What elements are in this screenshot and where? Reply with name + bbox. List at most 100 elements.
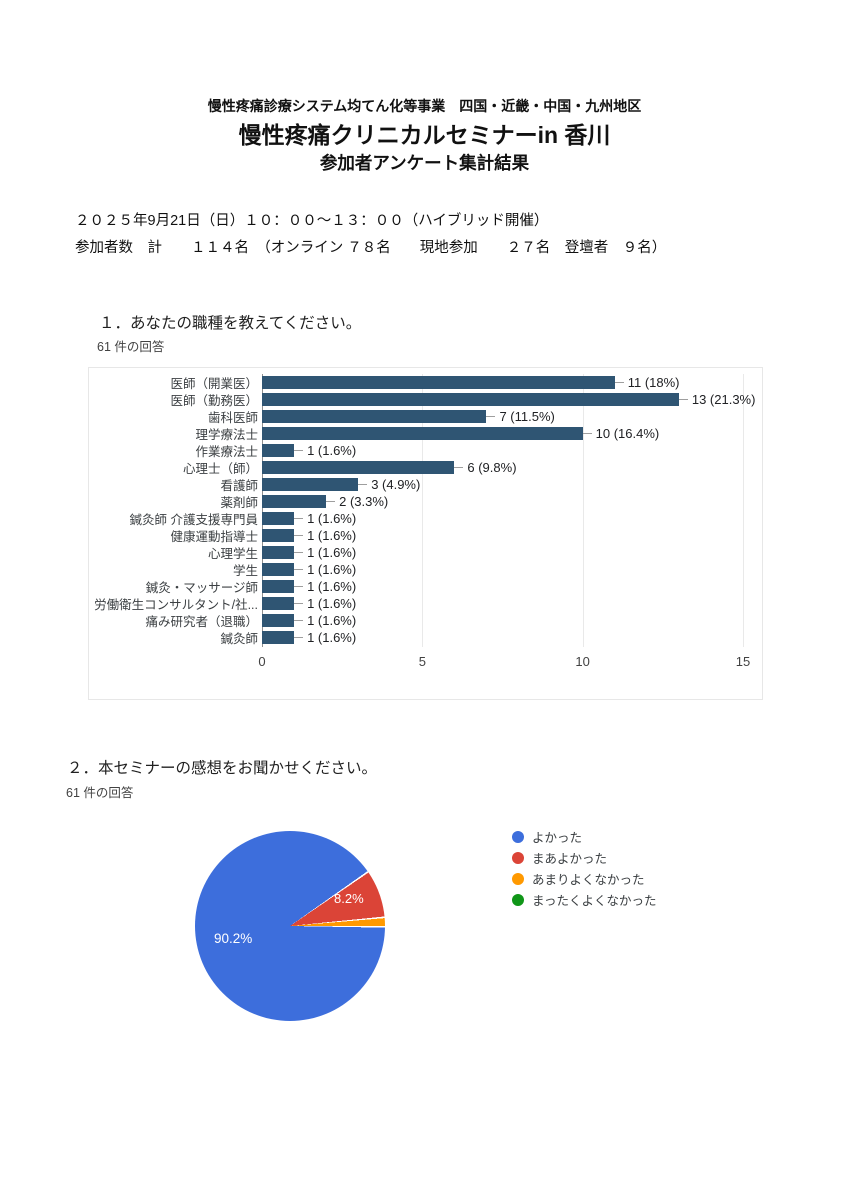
bar-row: 健康運動指導士 1 (1.6%) bbox=[89, 527, 762, 544]
bar-category-label: 鍼灸師 bbox=[220, 632, 258, 646]
bar-value-connector bbox=[486, 416, 496, 417]
bar-value-label: 1 (1.6%) bbox=[307, 443, 357, 458]
legend-item: まあよかった bbox=[512, 847, 657, 868]
bar-category-label: 医師（開業医） bbox=[170, 377, 258, 391]
bar-value-connector bbox=[294, 518, 304, 519]
bar bbox=[262, 444, 295, 457]
header-subtitle: 慢性疼痛診療システム均てん化等事業 四国・近畿・中国・九州地区 bbox=[207, 98, 642, 114]
bar-value-connector bbox=[358, 484, 368, 485]
bar-value-connector bbox=[294, 620, 304, 621]
legend-swatch-icon bbox=[512, 830, 524, 843]
bar-row: 鍼灸・マッサージ師 1 (1.6%) bbox=[89, 578, 762, 595]
x-axis-tick-label: 10 bbox=[575, 654, 590, 669]
bar-row: 医師（勤務医） 13 (21.3%) bbox=[89, 391, 762, 408]
legend-item: あまりよくなかった bbox=[512, 868, 657, 889]
bar bbox=[262, 563, 295, 576]
bar-category-label: 作業療法士 bbox=[195, 445, 258, 459]
legend-swatch-icon bbox=[512, 872, 524, 885]
bar-value-label: 1 (1.6%) bbox=[307, 545, 357, 560]
pie-slice-label-second: 8.2% bbox=[334, 891, 364, 906]
bar-value-label: 10 (16.4%) bbox=[595, 426, 660, 441]
bar-row: 学生 1 (1.6%) bbox=[89, 561, 762, 578]
bar-category-label: 鍼灸・マッサージ師 bbox=[145, 581, 258, 595]
x-axis-tick-label: 15 bbox=[735, 654, 751, 669]
bar-value-connector bbox=[294, 637, 304, 638]
bar-row: 鍼灸師 介護支援専門員 1 (1.6%) bbox=[89, 510, 762, 527]
bar-category-label: 医師（勤務医） bbox=[170, 394, 258, 408]
bar-row: 鍼灸師 1 (1.6%) bbox=[89, 629, 762, 646]
bar-row: 痛み研究者（退職） 1 (1.6%) bbox=[89, 612, 762, 629]
bar bbox=[262, 376, 615, 389]
x-axis-tick-label: 0 bbox=[258, 654, 266, 669]
bar-value-label: 1 (1.6%) bbox=[307, 528, 357, 543]
bar-value-connector bbox=[326, 501, 336, 502]
bar-value-connector bbox=[454, 467, 464, 468]
bar-category-label: 心理士（師） bbox=[182, 462, 258, 476]
bar-chart-x-axis: 0 5 10 15 bbox=[258, 654, 750, 670]
question1-title: １．あなたの職種を教えてください。 bbox=[99, 315, 362, 332]
bar-value-label: 6 (9.8%) bbox=[467, 460, 517, 475]
bar-value-label: 2 (3.3%) bbox=[339, 494, 389, 509]
bar-category-label: 痛み研究者（退職） bbox=[145, 615, 258, 629]
bar-value-label: 7 (11.5%) bbox=[499, 409, 555, 424]
bar-row: 看護師 3 (4.9%) bbox=[89, 476, 762, 493]
bar-value-label: 1 (1.6%) bbox=[307, 579, 357, 594]
bar-rows: 医師（開業医） 11 (18%) 医師（勤務医） 13 (21.3%) 歯科医師 7 (1… bbox=[89, 374, 762, 646]
bar-row: 心理士（師） 6 (9.8%) bbox=[89, 459, 762, 476]
bar-chart: 医師（開業医） 11 (18%) 医師（勤務医） 13 (21.3%) 歯科医師 7 (1… bbox=[88, 367, 763, 700]
bar-category-label: 鍼灸師 介護支援専門員 bbox=[129, 513, 258, 527]
bar-value-label: 1 (1.6%) bbox=[307, 596, 357, 611]
bar-value-connector bbox=[294, 569, 304, 570]
bar bbox=[262, 461, 455, 474]
bar-value-connector bbox=[614, 382, 624, 383]
bar-value-label: 3 (4.9%) bbox=[371, 477, 421, 492]
bar-row: 心理学生 1 (1.6%) bbox=[89, 544, 762, 561]
page-title: 慢性疼痛クリニカルセミナーin 香川 bbox=[238, 122, 611, 148]
bar bbox=[262, 631, 295, 644]
legend-item: よかった bbox=[512, 826, 657, 847]
document-header: 慢性疼痛診療システム均てん化等事業 四国・近畿・中国・九州地区 慢性疼痛クリニカ… bbox=[0, 97, 849, 175]
bar-category-label: 労働衛生コンサルタント/社... bbox=[94, 598, 258, 612]
pie-legend: よかったまあよかったあまりよくなかった まったくよくなかった bbox=[512, 826, 657, 910]
bar-category-label: 歯科医師 bbox=[207, 411, 258, 425]
legend-label: あまりよくなかった bbox=[532, 873, 645, 887]
legend-label: まったくよくなかった bbox=[532, 894, 657, 908]
header-subtitle-2: 参加者アンケート集計結果 bbox=[319, 153, 530, 173]
bar-row: 医師（開業医） 11 (18%) bbox=[89, 374, 762, 391]
bar-category-label: 健康運動指導士 bbox=[170, 530, 258, 544]
question1-response-count: 61 件の回答 bbox=[97, 340, 165, 354]
bar-category-label: 看護師 bbox=[220, 479, 258, 493]
bar-category-label: 薬剤師 bbox=[220, 496, 258, 510]
bar-value-label: 11 (18%) bbox=[627, 375, 680, 390]
bar-value-connector bbox=[294, 552, 304, 553]
bar-row: 労働衛生コンサルタント/社... 1 (1.6%) bbox=[89, 595, 762, 612]
bar bbox=[262, 580, 295, 593]
bar bbox=[262, 512, 295, 525]
event-date-line: ２０２５年9月21日（日）１０：００～１３：００（ハイブリッド開催） bbox=[75, 213, 549, 229]
bar bbox=[262, 529, 295, 542]
legend-swatch-icon bbox=[512, 893, 524, 906]
legend-label: まあよかった bbox=[532, 852, 608, 866]
bar-value-connector bbox=[294, 603, 304, 604]
question2-response-count: 61 件の回答 bbox=[66, 786, 134, 800]
bar-value-label: 1 (1.6%) bbox=[307, 562, 357, 577]
bar-value-connector bbox=[294, 450, 304, 451]
bar bbox=[262, 427, 583, 440]
bar bbox=[262, 597, 295, 610]
legend-swatch-icon bbox=[512, 851, 524, 864]
bar-row: 薬剤師 2 (3.3%) bbox=[89, 493, 762, 510]
bar-row: 理学療法士 10 (16.4%) bbox=[89, 425, 762, 442]
question2-title: ２．本セミナーの感想をお聞かせください。 bbox=[67, 760, 378, 777]
bar bbox=[262, 410, 487, 423]
bar-row: 作業療法士 1 (1.6%) bbox=[89, 442, 762, 459]
legend-item: まったくよくなかった bbox=[512, 889, 657, 910]
event-info: ２０２５年9月21日（日）１０：００～１３：００（ハイブリッド開催） 参加者数 … bbox=[75, 208, 666, 262]
bar-value-label: 1 (1.6%) bbox=[307, 613, 357, 628]
bar-category-label: 理学療法士 bbox=[195, 428, 258, 442]
bar bbox=[262, 614, 295, 627]
bar-value-label: 1 (1.6%) bbox=[307, 630, 357, 645]
bar-value-connector bbox=[294, 535, 304, 536]
legend-label: よかった bbox=[532, 831, 583, 845]
bar-value-label: 1 (1.6%) bbox=[307, 511, 357, 526]
